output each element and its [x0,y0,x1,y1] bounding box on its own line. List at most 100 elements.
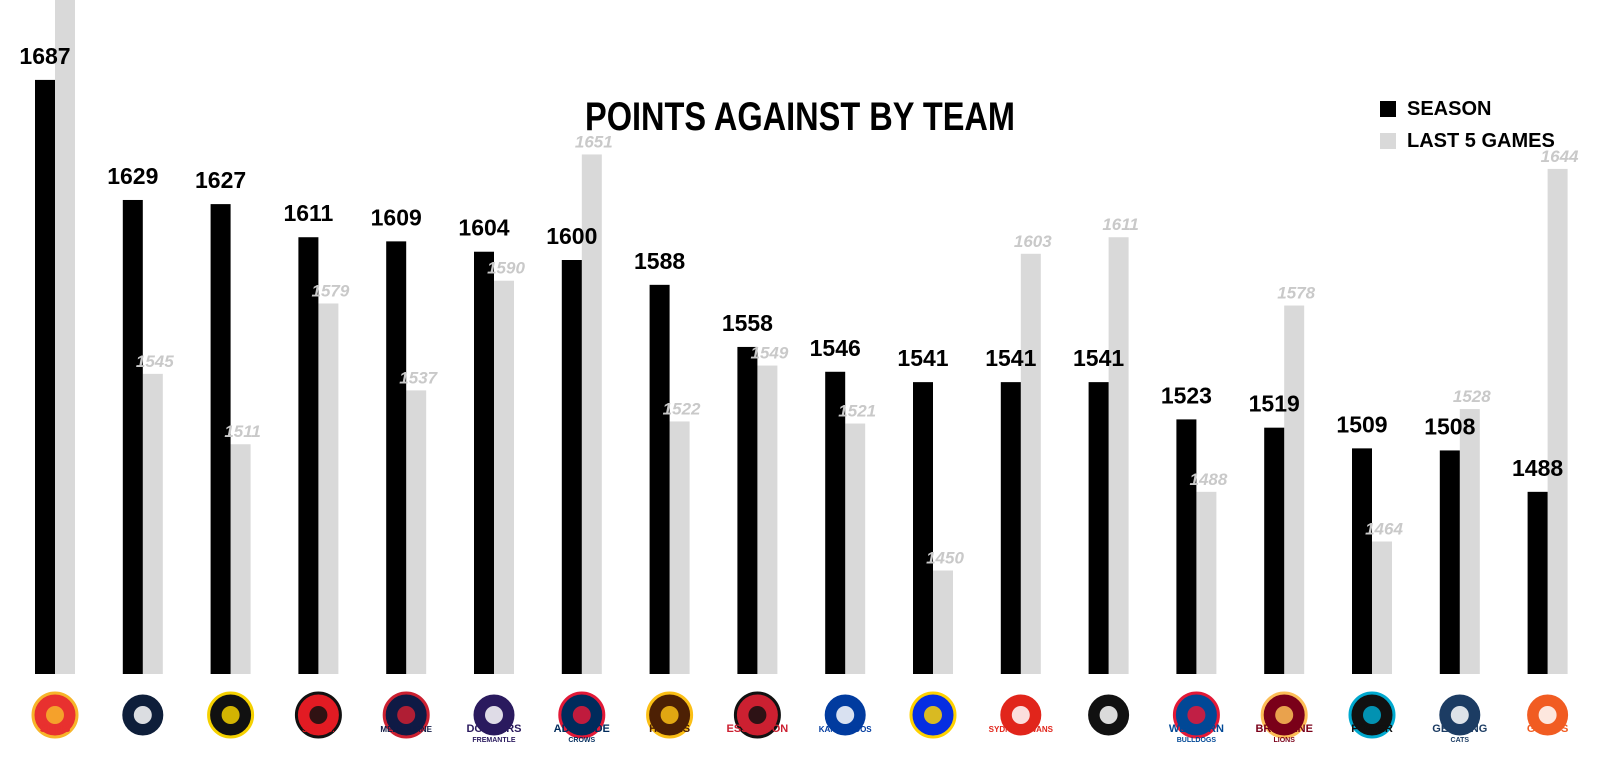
bar-last-5 [669,421,690,674]
bar-last-5 [406,390,427,674]
bar-last-5 [1020,253,1041,675]
bar-season [1352,448,1372,674]
team-logos-row: SUNS St K.F.C. MELBOURNE DOCKERS FREMANTLE AD… [31,691,1572,744]
team-logo-text: SYDNEY SWANS [989,725,1054,734]
data-label-last-5: 1545 [136,352,174,371]
bar-last-5 [1196,491,1217,674]
data-label-season: 1629 [107,163,158,189]
team-logo: HAWKS [646,691,694,739]
bar-season [913,382,933,674]
bar-season [35,79,55,674]
chart-title: POINTS AGAINST BY TEAM [585,95,1015,139]
bar-last-5 [230,444,251,674]
bulldog-icon-center [1187,706,1206,724]
team-logo: ESSENDON [727,691,789,739]
lion-icon-center [1275,706,1294,724]
bar-season [1088,382,1109,674]
team-logo: GEELONG CATS [1432,691,1487,744]
bar-last-5 [845,423,866,674]
data-label-season: 1541 [1073,345,1124,371]
bar-last-5 [318,303,339,674]
swan-icon-center [1011,706,1030,724]
data-label-last-5: 1549 [750,344,788,363]
data-label-season: 1519 [1249,391,1300,417]
data-label-last-5: 1644 [1541,147,1579,166]
data-label-season: 1588 [634,248,685,274]
eagle-icon-center [924,706,942,724]
team-logo-text: HAWKS [649,723,690,735]
fist-icon-center [1363,706,1381,724]
team-logo: WESTERN BULLDOGS [1169,691,1224,744]
data-label-last-5: 1603 [1014,232,1052,251]
data-label-season: 1508 [1424,413,1475,439]
team-logo: MELBOURNE [380,691,433,739]
data-label-season: 1541 [985,345,1036,371]
team-logo: BRISBANE LIONS [1255,691,1313,744]
team-logo: St K.F.C. [294,691,342,739]
bar-season [210,204,231,675]
data-label-last-5: 1511 [224,422,261,441]
legend-label-last-5: LAST 5 GAMES [1407,130,1555,152]
team-logo-text: BRISBANE [1255,723,1312,735]
team-logo-text: ESSENDON [727,723,789,735]
team-logo [119,691,167,739]
magpie-icon-center [1099,706,1118,724]
team-logo: DOCKERS FREMANTLE [466,691,522,744]
bar-season [1264,427,1285,674]
legend-label-season: SEASON [1407,98,1491,120]
kangaroo-icon-center [836,706,855,724]
team-logo-text: WESTERN [1169,723,1224,735]
bar-season [737,346,758,674]
tiger-icon-center [221,706,240,724]
team-logo: ADELAIDE CROWS [554,691,610,744]
team-logo: SYDNEY SWANS [989,691,1054,739]
cfc-monogram-icon-center [133,706,152,724]
bar-season [122,199,143,674]
cross-shield-icon-center [309,706,328,724]
data-label-season: 1627 [195,167,246,193]
data-label-season: 1604 [458,215,509,241]
data-label-last-5: 1651 [575,132,613,151]
data-label-last-5: 1488 [1189,470,1227,489]
data-labels-layer: 1769168715451629151116271579161115371609… [19,43,1579,568]
bar-season [1527,491,1548,674]
team-logo-subtext: CATS [1451,737,1470,744]
data-label-last-5: 1450 [926,549,964,568]
crow-icon-center [572,706,591,724]
team-logo-subtext: FREMANTLE [472,737,515,744]
team-logo-subtext: LIONS [1274,737,1296,744]
team-logo-text: POWER [1351,723,1393,735]
legend-swatch-season [1380,101,1396,117]
bar-last-5 [1284,305,1305,674]
bar-season [561,260,582,674]
bar-season [298,237,319,675]
data-label-season: 1558 [722,310,773,336]
team-logo-text: DOCKERS [466,723,521,735]
team-logo: SUNS [31,691,79,739]
data-label-last-5: 1464 [1365,520,1403,539]
team-logo: GIANTS [1524,691,1572,739]
mfc-monogram-icon-center [397,706,416,724]
data-label-last-5: 1579 [311,281,349,300]
hawk-icon-center [660,706,679,724]
team-logo [207,691,255,739]
team-logo-text: KANGAROOS [819,725,873,734]
legend: SEASON LAST 5 GAMES [1380,98,1555,152]
data-label-last-5: 1528 [1453,387,1491,406]
bar-season [386,241,407,674]
bar-last-5 [494,280,514,674]
data-label-season: 1600 [546,223,597,249]
data-label-season: 1546 [810,335,861,361]
team-logo: KANGAROOS [819,691,873,739]
data-label-season: 1509 [1336,411,1387,437]
data-label-last-5: 1521 [838,402,876,421]
bar-last-5 [757,365,778,674]
g-letter-icon-center [1538,706,1557,724]
data-label-last-5: 1611 [1102,215,1139,234]
team-logo: POWER [1348,691,1396,739]
bar-season [1000,382,1021,674]
data-label-last-5: 1578 [1277,284,1315,303]
team-logo-text: GIANTS [1527,723,1569,735]
plane-icon-center [748,706,767,724]
